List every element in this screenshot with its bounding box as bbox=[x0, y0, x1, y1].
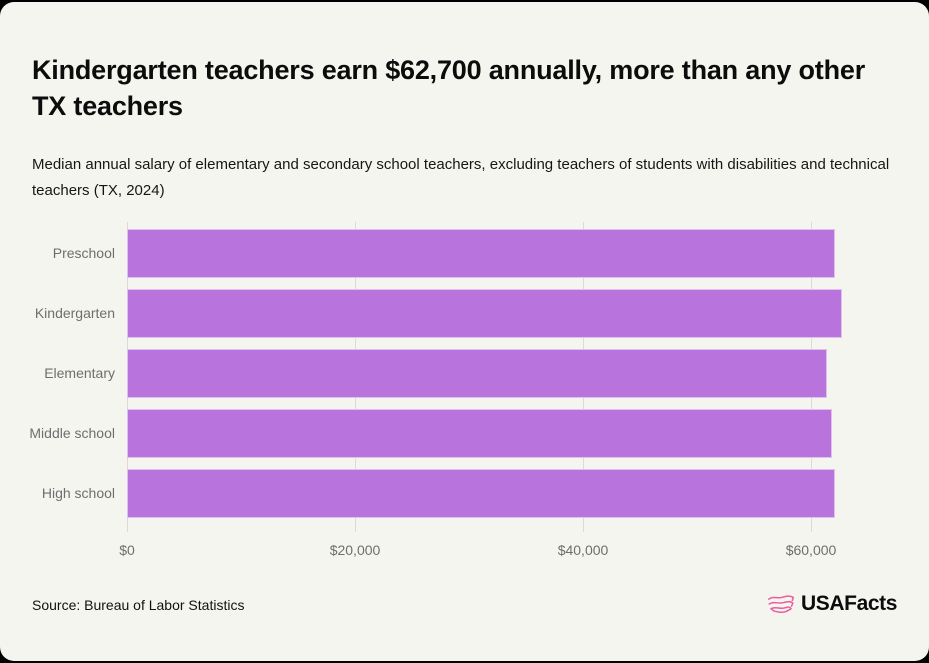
category-label-middle-school: Middle school bbox=[29, 425, 115, 441]
chart-title: Kindergarten teachers earn $62,700 annua… bbox=[32, 55, 866, 121]
category-label-preschool: Preschool bbox=[52, 245, 115, 261]
bar-kindergarten bbox=[127, 289, 842, 338]
bar-high-school bbox=[127, 469, 835, 518]
x-tick-label: $60,000 bbox=[785, 542, 837, 558]
category-label-high-school: High school bbox=[41, 485, 115, 501]
usafacts-logo-text: USAFacts bbox=[801, 592, 897, 615]
category-label-elementary: Elementary bbox=[44, 365, 115, 381]
x-tick-label: $20,000 bbox=[329, 542, 381, 558]
usafacts-logo: USAFacts bbox=[767, 592, 897, 616]
source-attribution: Source: Bureau of Labor Statistics bbox=[32, 597, 245, 613]
x-tick-label: $40,000 bbox=[557, 542, 609, 558]
bar-middle-school bbox=[127, 409, 833, 458]
x-tick-label: $0 bbox=[119, 542, 135, 558]
usafacts-flag-icon bbox=[767, 593, 795, 615]
bar-elementary bbox=[127, 349, 827, 398]
bar-chart: $0 $20,000 $40,000 $60,000 Preschool Kin… bbox=[0, 222, 929, 567]
category-label-kindergarten: Kindergarten bbox=[34, 305, 115, 321]
chart-subtitle: Median annual salary of elementary and s… bbox=[32, 156, 890, 199]
bar-preschool bbox=[127, 229, 835, 278]
plot-area: $0 $20,000 $40,000 $60,000 bbox=[119, 222, 868, 558]
